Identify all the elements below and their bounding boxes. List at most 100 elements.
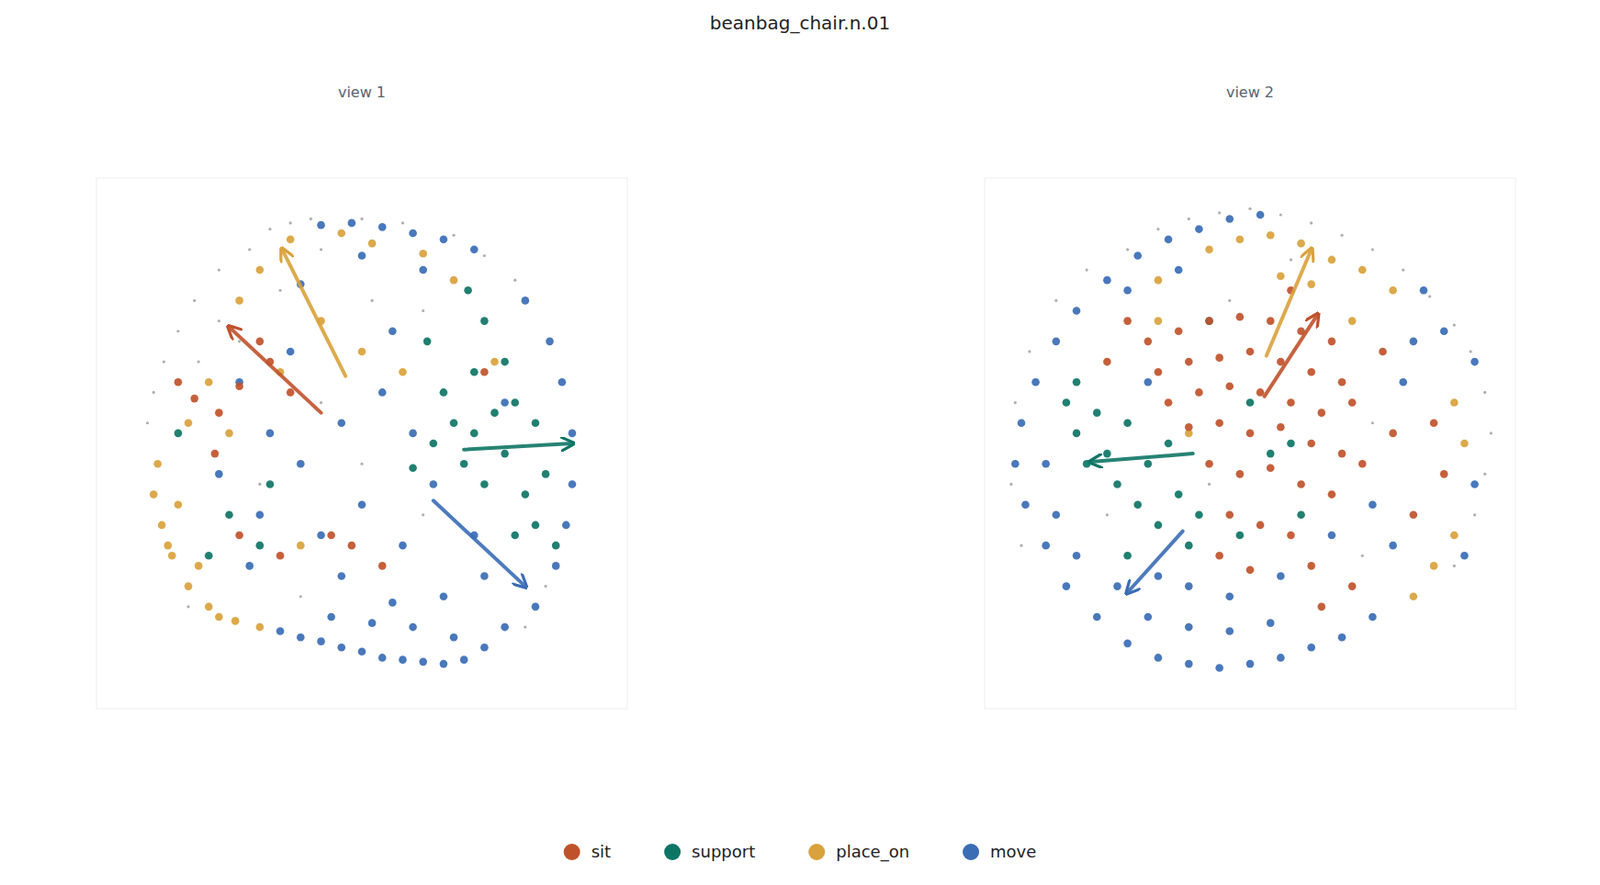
cloud-point (1428, 294, 1431, 298)
point (1286, 439, 1296, 449)
point (463, 286, 473, 295)
point (1154, 276, 1163, 285)
cloud-point (217, 268, 221, 271)
point (439, 235, 449, 244)
cloud-point (278, 289, 282, 293)
cloud-point (1483, 391, 1487, 395)
point (1470, 480, 1479, 489)
point (225, 429, 234, 439)
cloud-point (186, 605, 190, 609)
point (418, 266, 428, 275)
point (1388, 429, 1398, 439)
point (1378, 348, 1387, 357)
point (388, 598, 397, 608)
point (398, 655, 407, 665)
point (1276, 423, 1285, 432)
point (174, 429, 183, 439)
point (1236, 235, 1245, 244)
point (1184, 623, 1194, 632)
point (1103, 450, 1112, 459)
point (480, 368, 489, 377)
panel (984, 178, 1516, 710)
cloud-point (1126, 247, 1129, 251)
point (1021, 500, 1030, 509)
point (480, 572, 489, 581)
point (1266, 463, 1275, 473)
point (1017, 418, 1026, 428)
point (1296, 511, 1306, 520)
point (1011, 460, 1020, 469)
point (470, 368, 479, 377)
chart-title: beanbag_chair.n.01 (709, 11, 891, 34)
point (326, 613, 336, 622)
arrow (433, 500, 526, 586)
arrow (1091, 453, 1194, 462)
cloud-point (1105, 513, 1109, 517)
legend-item: sit (563, 842, 611, 862)
point (1144, 613, 1153, 622)
point (1236, 470, 1245, 479)
point (316, 221, 326, 230)
point (231, 617, 240, 626)
point (552, 541, 561, 551)
point (1154, 572, 1163, 581)
point (337, 229, 346, 238)
cloud-point (1217, 211, 1221, 215)
cloud-point (192, 299, 196, 303)
cloud-point (1009, 483, 1013, 486)
point (174, 500, 183, 509)
plot-frame (984, 178, 1516, 710)
point (418, 249, 428, 259)
point (1236, 313, 1245, 322)
point (296, 541, 305, 551)
point (408, 463, 417, 473)
point (388, 326, 397, 336)
cloud-point (483, 254, 486, 258)
point (1256, 521, 1265, 530)
point (541, 470, 551, 479)
point (1154, 368, 1163, 377)
point (1194, 388, 1204, 397)
point (1348, 582, 1357, 591)
point (1368, 613, 1377, 622)
cloud-point (176, 329, 180, 333)
point (429, 439, 439, 449)
cloud-point (1019, 544, 1023, 548)
point (190, 394, 199, 404)
point (1215, 418, 1224, 428)
point (429, 480, 439, 489)
point (1154, 316, 1163, 326)
point (545, 338, 554, 347)
point (1307, 280, 1316, 289)
point (1307, 439, 1316, 449)
point (153, 460, 162, 469)
point (1205, 316, 1214, 326)
cloud-point (247, 247, 251, 251)
point (1144, 378, 1153, 387)
point (256, 623, 265, 632)
point (1123, 418, 1132, 428)
cloud-point (1027, 349, 1031, 353)
cloud-point (1248, 207, 1251, 211)
point (1338, 633, 1347, 643)
cloud-point (1228, 299, 1231, 303)
legend-label: place_on (835, 842, 910, 863)
cloud-point (360, 217, 363, 221)
point (1215, 664, 1224, 673)
point (266, 480, 275, 489)
point (1266, 231, 1275, 240)
point (194, 562, 203, 571)
cloud-point (451, 234, 455, 237)
point (1450, 531, 1459, 541)
cloud-point (1483, 473, 1487, 476)
point (1092, 613, 1102, 622)
point (235, 531, 244, 541)
point (1174, 266, 1184, 275)
point (500, 450, 509, 459)
marks (146, 217, 576, 669)
point (1307, 562, 1316, 571)
cloud-point (289, 221, 293, 225)
cloud-point (268, 227, 271, 231)
point (286, 235, 295, 244)
point (1328, 256, 1337, 265)
